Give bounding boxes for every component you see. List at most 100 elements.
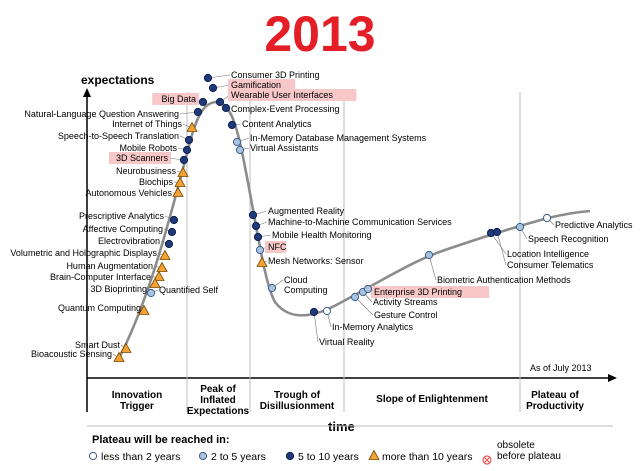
- marker-in-memory-database-management-systems: [232, 137, 242, 147]
- label-consumer-telematics: Consumer Telematics: [507, 260, 594, 270]
- highlight-nfc: [265, 241, 287, 253]
- data-markers: [113, 73, 552, 362]
- label-enterprise-3d-printing: Enterprise 3D Printing: [374, 287, 462, 297]
- legend-marker-5to10: [285, 451, 295, 461]
- legend-item-2to5: 2 to 5 years: [198, 451, 266, 463]
- legend-title: Plateau will be reached in:: [92, 434, 230, 446]
- as-of-note: As of July 2013: [530, 363, 592, 373]
- label-predictive-analytics: Predictive Analytics: [555, 220, 633, 230]
- marker-human-augmentation: [156, 261, 168, 272]
- legend-label-obsolete: obsolete before plateau: [497, 440, 561, 462]
- marker-speech-recognition: [515, 222, 525, 232]
- legend-marker-lt2: [88, 451, 98, 461]
- highlight-3d-scanners: [108, 152, 171, 164]
- label-mobile-health-monitoring: Mobile Health Monitoring: [272, 230, 372, 240]
- legend-item-lt2: less than 2 years: [88, 451, 180, 463]
- y-axis-label: expectations: [81, 73, 155, 87]
- label-nfc: NFC: [268, 242, 287, 252]
- label-prescriptive-analytics: Prescriptive Analytics: [79, 211, 165, 221]
- marker-3d-bioprinting: [149, 277, 161, 288]
- phase-dividers: [186, 92, 521, 412]
- marker-natural-language-question-answering: [193, 107, 203, 117]
- label-in-memory-analytics: In-Memory Analytics: [332, 322, 414, 332]
- legend-label-5to10: 5 to 10 years: [298, 451, 359, 463]
- label-neurobusiness: Neurobusiness: [116, 166, 177, 176]
- legend-marker-gt10: [368, 449, 380, 460]
- highlight-enterprise-3d-printing: [371, 286, 490, 298]
- label-3d-bioprinting: 3D Bioprinting: [90, 284, 147, 294]
- marker-biochips: [174, 176, 186, 187]
- marker-augmented-reality: [248, 210, 258, 220]
- legend-label-gt10: more than 10 years: [382, 451, 472, 463]
- marker-speech-to-speech-translation: [184, 135, 194, 145]
- label-highlights: [108, 79, 490, 298]
- marker-volumetric-and-holographic-displays: [159, 249, 171, 260]
- marker-content-analytics: [227, 120, 237, 130]
- legend-label-lt2: less than 2 years: [101, 451, 180, 463]
- marker-affective-computing: [167, 227, 177, 237]
- label-cloud-computing: Cloud Computing: [284, 275, 328, 295]
- phase-label: Plateau of Productivity: [526, 390, 584, 412]
- label-location-intelligence: Location Intelligence: [507, 249, 589, 259]
- marker-wearable-user-interfaces: [215, 97, 225, 107]
- label-mobile-robots: Mobile Robots: [119, 143, 177, 153]
- marker-biometric-authentication-methods: [424, 250, 434, 260]
- marker-big-data: [198, 97, 208, 107]
- leader-gesture-control: [354, 296, 374, 316]
- marker-consumer-3d-printing: [203, 73, 213, 83]
- marker-cloud-computing: [267, 283, 277, 293]
- label-smart-dust: Smart Dust: [75, 340, 121, 350]
- marker-bioacoustic-sensing: [113, 351, 125, 362]
- label-virtual-reality: Virtual Reality: [319, 337, 375, 347]
- marker-neurobusiness: [177, 166, 189, 177]
- phase-label: Peak of Inflated Expectations: [187, 384, 250, 417]
- label-electrovibration: Electrovibration: [98, 236, 160, 246]
- legend-item-obsolete: obsolete before plateau: [482, 440, 561, 465]
- marker-in-memory-analytics: [322, 306, 332, 316]
- marker-virtual-assistants: [235, 145, 245, 155]
- label-virtual-assistants: Virtual Assistants: [250, 143, 319, 153]
- label-human-augmentation: Human Augmentation: [66, 261, 153, 271]
- phase-label: Innovation Trigger: [112, 390, 163, 412]
- label-big-data: Big Data: [161, 94, 196, 104]
- marker-3d-scanners: [179, 155, 189, 165]
- label-gesture-control: Gesture Control: [374, 310, 438, 320]
- marker-autonomous-vehicles: [172, 186, 184, 197]
- label-autonomous-vehicles: Autonomous Vehicles: [85, 188, 172, 198]
- label-machine-to-machine-communication-services: Machine-to-Machine Communication Service…: [268, 217, 452, 227]
- legend-item-5to10: 5 to 10 years: [285, 451, 359, 463]
- highlight-big-data: [152, 93, 199, 105]
- leader-consumer-telematics: [496, 231, 507, 266]
- marker-enterprise-3d-printing: [363, 284, 373, 294]
- marker-predictive-analytics: [542, 213, 552, 223]
- label-speech-to-speech-translation: Speech-to-Speech Translation: [58, 131, 179, 141]
- axes: [83, 88, 617, 412]
- phase-label: Trough of Disillusionment: [260, 390, 335, 412]
- label-wearable-user-interfaces: Wearable User Interfaces: [231, 90, 333, 100]
- marker-nfc: [255, 245, 265, 255]
- marker-gamification: [208, 83, 218, 93]
- marker-prescriptive-analytics: [169, 215, 179, 225]
- label-content-analytics: Content Analytics: [242, 119, 312, 129]
- label-in-memory-database-management-systems: In-Memory Database Management Systems: [250, 133, 427, 143]
- marker-smart-dust: [120, 342, 132, 353]
- label-brain-computer-interface: Brain-Computer Interface: [50, 272, 151, 282]
- label-internet-of-things: Internet of Things: [112, 119, 182, 129]
- marker-consumer-telematics: [492, 227, 502, 237]
- label-bioacoustic-sensing: Bioacoustic Sensing: [31, 349, 112, 359]
- highlight-gamification: [228, 79, 296, 91]
- label-biometric-authentication-methods: Biometric Authentication Methods: [437, 275, 571, 285]
- label-consumer-3d-printing: Consumer 3D Printing: [231, 70, 320, 80]
- y-axis-arrow: [83, 88, 91, 97]
- legend-item-gt10: more than 10 years: [368, 449, 472, 463]
- marker-gesture-control: [350, 292, 360, 302]
- leader-virtual-reality: [313, 311, 319, 343]
- marker-virtual-reality: [309, 307, 319, 317]
- marker-mobile-health-monitoring: [253, 232, 263, 242]
- label-3d-scanners: 3D Scanners: [116, 153, 169, 163]
- marker-electrovibration: [164, 239, 174, 249]
- phase-label: Slope of Enlightenment: [376, 394, 488, 405]
